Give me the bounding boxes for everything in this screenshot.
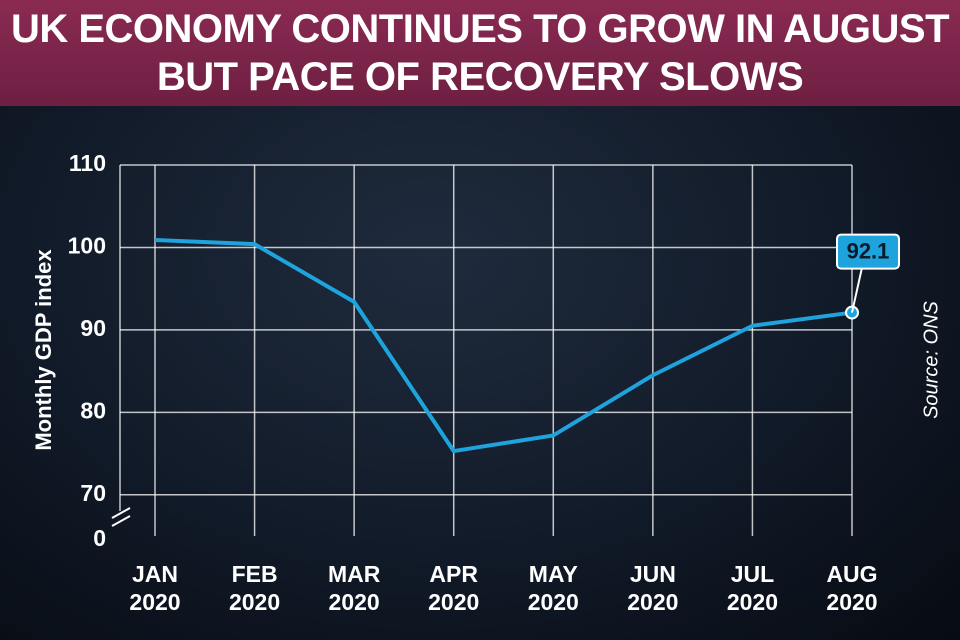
- x-tick-label: JUL 2020: [726, 561, 778, 615]
- y-tick-label: 70: [80, 480, 106, 506]
- x-tick-label: JAN 2020: [129, 561, 181, 615]
- x-tick-label: MAY 2020: [527, 561, 579, 615]
- y-tick-label: 80: [80, 397, 106, 423]
- y-break-label: 0: [93, 525, 106, 551]
- x-tick-label: AUG 2020: [826, 561, 878, 615]
- label-leader: [851, 267, 863, 313]
- x-tick-label: JUN 2020: [627, 561, 679, 615]
- axis-break: [111, 515, 131, 527]
- x-tick-label: FEB 2020: [228, 561, 281, 615]
- x-tick-label: MAR 2020: [327, 561, 381, 615]
- axis-break: [111, 507, 131, 519]
- x-tick-label: APR 2020: [428, 561, 480, 615]
- y-tick-label: 90: [80, 315, 106, 341]
- data-line: [154, 238, 853, 454]
- chart-title: UK ECONOMY CONTINUES TO GROW IN AUGUST B…: [0, 0, 960, 106]
- value-label: 92.1: [847, 238, 890, 263]
- y-tick-label: 110: [69, 150, 106, 176]
- y-axis-label: Monthly GDP index: [31, 249, 56, 451]
- value-label-box: [836, 233, 900, 270]
- source: Source: ONS: [920, 300, 942, 418]
- y-tick-label: 100: [68, 233, 106, 259]
